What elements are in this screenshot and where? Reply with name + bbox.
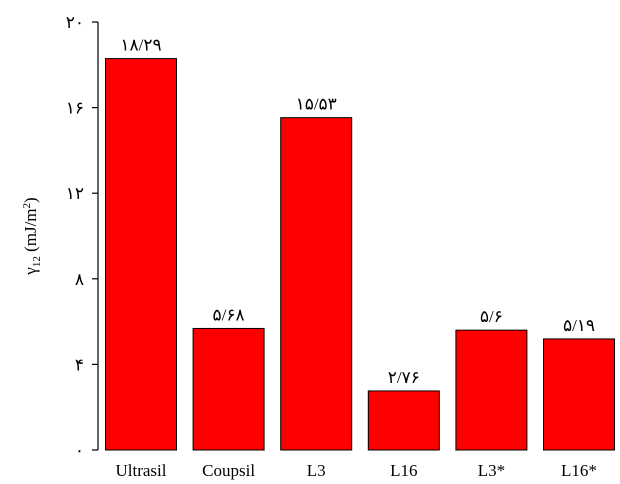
- value-label: ۵/۶: [480, 307, 503, 326]
- y-axis-label: γ12 (mJ/m2): [21, 197, 43, 275]
- bar: [455, 329, 528, 451]
- y-label-symbol: γ: [21, 267, 40, 276]
- value-label: ۵/۶۸: [213, 305, 245, 324]
- value-label: ۱۵/۵۳: [296, 95, 337, 114]
- bar: [367, 390, 440, 451]
- bar: [543, 338, 615, 451]
- x-tick-label: L3: [307, 461, 326, 480]
- value-label: ۲/۷۶: [388, 368, 420, 387]
- y-label-unit: (mJ/m: [21, 208, 40, 256]
- y-tick-label: ۴: [75, 355, 84, 374]
- y-tick-label: ۲۰: [66, 13, 84, 32]
- y-tick-label: ۰: [75, 441, 84, 460]
- bar: [105, 58, 177, 451]
- y-label-subscript: 12: [31, 256, 43, 267]
- x-tick-label: L16*: [561, 461, 597, 480]
- value-label: ۵/۱۹: [563, 316, 595, 335]
- x-tick-label: L16: [390, 461, 417, 480]
- x-tick-label: Coupsil: [202, 461, 255, 480]
- bar: [192, 327, 265, 451]
- y-tick-label: ۱۲: [66, 184, 84, 203]
- x-tick-label: Ultrasil: [116, 461, 167, 480]
- y-tick-label: ۸: [75, 270, 84, 289]
- value-label: ۱۸/۲۹: [120, 36, 161, 55]
- y-label-close: ): [21, 197, 40, 203]
- x-tick-label: L3*: [478, 461, 505, 480]
- y-label-superscript: 2: [21, 203, 33, 209]
- y-tick-label: ۱۶: [66, 99, 84, 118]
- bar: [280, 117, 353, 451]
